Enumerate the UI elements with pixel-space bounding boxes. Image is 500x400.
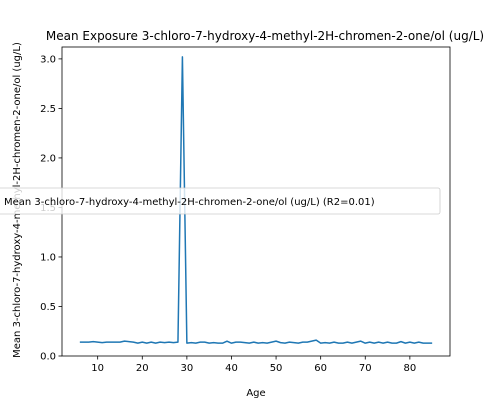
- legend: Mean 3-chloro-7-hydroxy-4-methyl-2H-chro…: [0, 187, 441, 215]
- x-axis-label: Age: [246, 388, 265, 399]
- x-tick-label: 10: [91, 363, 104, 374]
- x-tick-label: 50: [270, 363, 283, 374]
- series-line-0: [79, 56, 433, 344]
- chart-title: Mean Exposure 3-chloro-7-hydroxy-4-methy…: [46, 29, 484, 43]
- x-tick-label: 70: [359, 363, 372, 374]
- x-tick-label: 80: [403, 363, 416, 374]
- legend-entry: Mean 3-chloro-7-hydroxy-4-methyl-2H-chro…: [4, 197, 375, 208]
- y-tick-label: 1.0: [40, 252, 56, 263]
- legend-box: [0, 187, 441, 215]
- x-tick-label: 20: [136, 363, 149, 374]
- y-tick-label: 2.5: [40, 104, 56, 115]
- x-tick-label: 40: [225, 363, 238, 374]
- x-tick-label: 30: [181, 363, 194, 374]
- x-tick-label: 60: [314, 363, 327, 374]
- y-tick-label: 0.5: [40, 302, 56, 313]
- y-tick-label: 2.0: [40, 153, 56, 164]
- y-tick-label: 0.0: [40, 352, 56, 363]
- y-tick-label: 3.0: [40, 54, 56, 65]
